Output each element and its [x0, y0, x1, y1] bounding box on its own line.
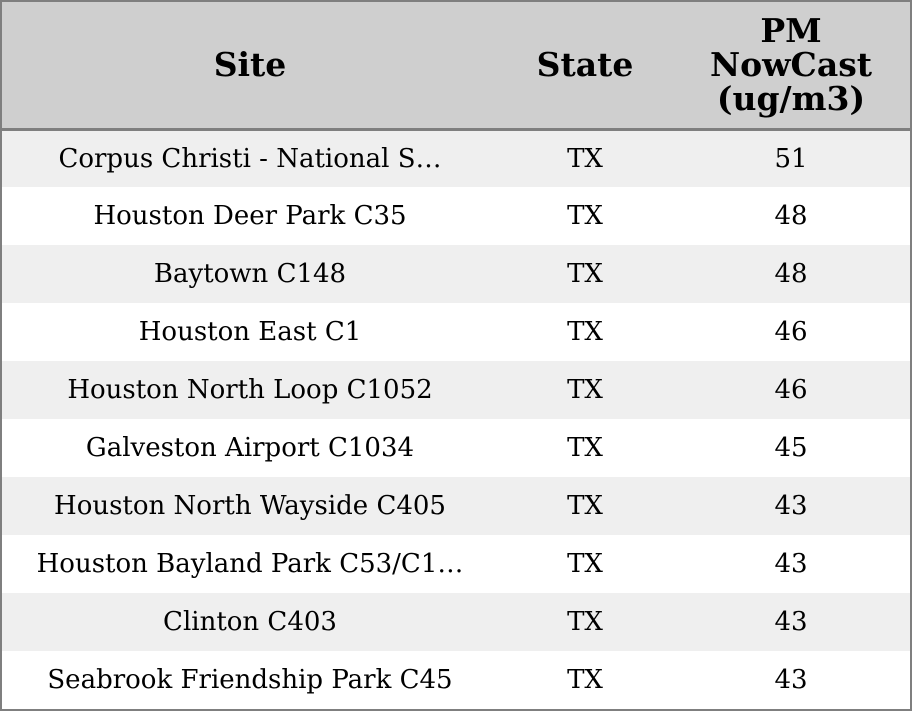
state-cell: TX: [567, 433, 603, 463]
state-cell: TX: [567, 665, 603, 695]
pm-value-cell: 43: [774, 491, 808, 521]
table-row: Houston Deer Park C35 TX 48: [2, 187, 910, 245]
table-row: Seabrook Friendship Park C45 TX 43: [2, 651, 910, 709]
pm-header-line-3: (ug/m3): [716, 78, 866, 118]
pm-value-cell: 46: [774, 375, 808, 405]
site-cell: Houston Bayland Park C53/C1…: [36, 549, 464, 579]
state-cell: TX: [567, 259, 603, 289]
pm-value-cell: 43: [774, 549, 808, 579]
table-header: Site State PM NowCast (ug/m3): [2, 2, 910, 129]
state-cell: TX: [567, 375, 603, 405]
pm-value-cell: 43: [774, 607, 808, 637]
pm-value-cell: 43: [774, 665, 808, 695]
site-cell: Houston North Loop C1052: [67, 375, 433, 405]
site-cell: Corpus Christi - National S…: [58, 143, 442, 174]
state-cell: TX: [567, 607, 603, 637]
table-row: Houston North Wayside C405 TX 43: [2, 477, 910, 535]
pm-value-cell: 48: [774, 201, 808, 231]
column-header-site: Site: [213, 44, 287, 84]
table-row: Clinton C403 TX 43: [2, 593, 910, 651]
site-cell: Clinton C403: [163, 607, 337, 637]
table-row: Houston North Loop C1052 TX 46: [2, 361, 910, 419]
table-body: Corpus Christi - National S… TX 51 Houst…: [2, 129, 910, 709]
state-cell: TX: [567, 201, 603, 231]
table-row: Baytown C148 TX 48: [2, 245, 910, 303]
site-cell: Houston Deer Park C35: [93, 201, 407, 231]
table-row: Houston Bayland Park C53/C1… TX 43: [2, 535, 910, 593]
header-row: Site State PM NowCast (ug/m3): [2, 2, 910, 129]
site-cell: Seabrook Friendship Park C45: [47, 665, 453, 695]
state-cell: TX: [567, 317, 603, 347]
pm-value-cell: 51: [774, 143, 808, 174]
pm-value-cell: 46: [774, 317, 808, 347]
state-cell: TX: [567, 143, 603, 174]
site-cell: Galveston Airport C1034: [85, 433, 415, 463]
column-header-state: State: [536, 44, 634, 84]
site-cell: Houston East C1: [138, 317, 362, 347]
state-cell: TX: [567, 491, 603, 521]
pm-header-line-2: NowCast: [709, 44, 873, 84]
pm-header-line-1: PM: [760, 10, 822, 50]
column-header-pm-nowcast: PM NowCast (ug/m3): [672, 2, 910, 129]
table-row: Houston East C1 TX 46: [2, 303, 910, 361]
pm-value-cell: 48: [774, 259, 808, 289]
site-cell: Houston North Wayside C405: [54, 491, 446, 521]
table-row: Galveston Airport C1034 TX 45: [2, 419, 910, 477]
state-cell: TX: [567, 549, 603, 579]
pm-value-cell: 45: [774, 433, 808, 463]
site-cell: Baytown C148: [153, 259, 347, 289]
table-row: Corpus Christi - National S… TX 51: [2, 129, 910, 187]
